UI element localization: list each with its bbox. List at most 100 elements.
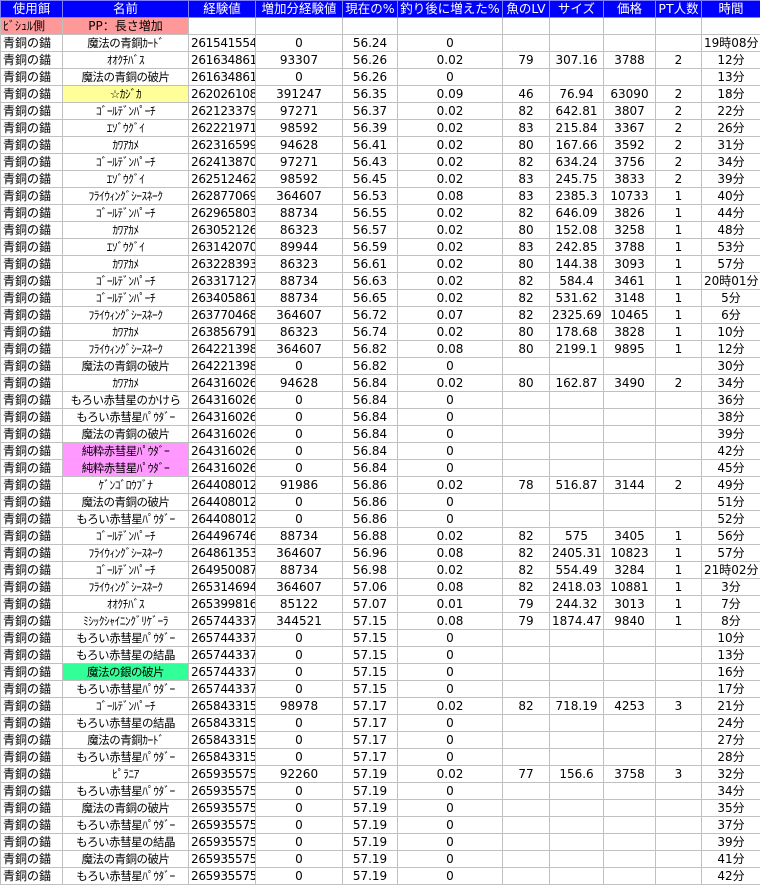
size-cell[interactable] (550, 69, 604, 86)
time-cell[interactable]: 34分 (702, 783, 760, 800)
exp-gain-cell[interactable]: 364607 (256, 341, 343, 358)
exp-cell[interactable]: 265399816 (189, 596, 256, 613)
exp-cell[interactable]: 264316026 (189, 409, 256, 426)
name-cell[interactable]: 魔法の青銅の破片 (63, 69, 189, 86)
pct-gain-cell[interactable]: 0 (398, 851, 503, 868)
exp-gain-cell[interactable]: 0 (256, 409, 343, 426)
anchor-cell[interactable]: 青銅の錨 (1, 545, 63, 562)
name-cell[interactable]: ｺﾞｰﾙﾃﾞﾝﾊﾟｰﾁ (63, 562, 189, 579)
fish-lv-cell[interactable] (503, 664, 550, 681)
price-cell[interactable] (604, 783, 656, 800)
exp-cell[interactable]: 265935575 (189, 766, 256, 783)
exp-cell[interactable]: 263052126 (189, 222, 256, 239)
exp-cell[interactable]: 264861353 (189, 545, 256, 562)
current-pct-cell[interactable]: 56.53 (343, 188, 398, 205)
pct-gain-cell[interactable]: 0.08 (398, 188, 503, 205)
time-cell[interactable]: 40分 (702, 188, 760, 205)
exp-cell[interactable]: 262123379 (189, 103, 256, 120)
pt-count-cell[interactable] (656, 409, 702, 426)
anchor-cell[interactable]: 青銅の錨 (1, 800, 63, 817)
anchor-cell[interactable]: 青銅の錨 (1, 120, 63, 137)
current-pct-cell[interactable]: 56.98 (343, 562, 398, 579)
name-cell[interactable]: もろい赤彗星ﾊﾟｳﾀﾞｰ (63, 681, 189, 698)
size-cell[interactable]: 554.49 (550, 562, 604, 579)
price-cell[interactable] (604, 868, 656, 885)
exp-gain-cell[interactable]: 91986 (256, 477, 343, 494)
name-cell[interactable]: もろい赤彗星ﾊﾟｳﾀﾞｰ (63, 817, 189, 834)
exp-gain-cell[interactable]: 0 (256, 664, 343, 681)
current-pct-cell[interactable]: 56.59 (343, 239, 398, 256)
name-cell[interactable]: もろい赤彗星ﾊﾟｳﾀﾞｰ (63, 783, 189, 800)
fish-lv-cell[interactable]: 80 (503, 137, 550, 154)
size-cell[interactable] (550, 868, 604, 885)
time-cell[interactable]: 42分 (702, 868, 760, 885)
exp-gain-cell[interactable]: 97271 (256, 154, 343, 171)
fish-lv-cell[interactable]: 82 (503, 562, 550, 579)
fish-lv-cell[interactable]: 78 (503, 477, 550, 494)
current-pct-cell[interactable]: 56.55 (343, 205, 398, 222)
pt-count-cell[interactable] (656, 732, 702, 749)
time-cell[interactable]: 39分 (702, 426, 760, 443)
pt-count-cell[interactable]: 2 (656, 86, 702, 103)
fish-lv-cell[interactable] (503, 511, 550, 528)
size-cell[interactable] (550, 443, 604, 460)
size-cell[interactable] (550, 681, 604, 698)
price-cell[interactable] (604, 800, 656, 817)
pt-count-cell[interactable] (656, 647, 702, 664)
price-cell[interactable]: 10881 (604, 579, 656, 596)
price-cell[interactable]: 3833 (604, 171, 656, 188)
pct-gain-cell[interactable]: 0.02 (398, 698, 503, 715)
pct-gain-cell[interactable]: 0.01 (398, 596, 503, 613)
time-cell[interactable]: 8分 (702, 613, 760, 630)
pt-count-cell[interactable]: 1 (656, 205, 702, 222)
pt-count-cell[interactable] (656, 749, 702, 766)
name-cell[interactable]: もろい赤彗星のかけら (63, 392, 189, 409)
exp-gain-cell[interactable]: 94628 (256, 137, 343, 154)
current-pct-cell[interactable]: 57.17 (343, 698, 398, 715)
exp-cell[interactable]: 265935575 (189, 851, 256, 868)
time-cell[interactable]: 24分 (702, 715, 760, 732)
pt-count-cell[interactable] (656, 783, 702, 800)
name-cell[interactable]: もろい赤彗星ﾊﾟｳﾀﾞｰ (63, 409, 189, 426)
time-cell[interactable]: 7分 (702, 596, 760, 613)
price-cell[interactable]: 3258 (604, 222, 656, 239)
name-cell[interactable]: ﾌﾗｲｳｨﾝｸﾞｼｰｽﾈｰｸ (63, 188, 189, 205)
exp-cell[interactable]: 262413870 (189, 154, 256, 171)
current-pct-cell[interactable]: 56.26 (343, 69, 398, 86)
price-cell[interactable] (604, 834, 656, 851)
current-pct-cell[interactable]: 56.84 (343, 409, 398, 426)
price-cell[interactable]: 3592 (604, 137, 656, 154)
name-cell[interactable]: もろい赤彗星ﾊﾟｳﾀﾞｰ (63, 749, 189, 766)
name-cell[interactable]: 魔法の青銅の破片 (63, 494, 189, 511)
size-cell[interactable] (550, 35, 604, 52)
exp-cell[interactable]: 264408012 (189, 477, 256, 494)
time-cell[interactable]: 6分 (702, 307, 760, 324)
current-pct-cell[interactable]: 56.84 (343, 426, 398, 443)
anchor-cell[interactable]: 青銅の錨 (1, 273, 63, 290)
anchor-cell[interactable]: 青銅の錨 (1, 477, 63, 494)
name-cell[interactable]: 純粋赤彗星ﾊﾟｳﾀﾞｰ (63, 460, 189, 477)
size-cell[interactable] (550, 783, 604, 800)
price-cell[interactable]: 3405 (604, 528, 656, 545)
anchor-cell[interactable]: 青銅の錨 (1, 256, 63, 273)
price-cell[interactable]: 3093 (604, 256, 656, 273)
exp-cell[interactable]: 262221971 (189, 120, 256, 137)
pt-count-cell[interactable]: 1 (656, 324, 702, 341)
exp-cell[interactable]: 265935575 (189, 800, 256, 817)
exp-gain-cell[interactable]: 88734 (256, 290, 343, 307)
pt-count-cell[interactable]: 1 (656, 528, 702, 545)
size-cell[interactable] (550, 749, 604, 766)
name-cell[interactable]: ｴｿﾞｳｸﾞｲ (63, 120, 189, 137)
current-pct-cell[interactable]: 57.19 (343, 868, 398, 885)
anchor-cell[interactable]: 青銅の錨 (1, 511, 63, 528)
size-cell[interactable] (550, 647, 604, 664)
cell[interactable] (550, 18, 604, 35)
size-cell[interactable] (550, 851, 604, 868)
fish-lv-cell[interactable] (503, 35, 550, 52)
current-pct-cell[interactable]: 57.19 (343, 766, 398, 783)
exp-gain-cell[interactable]: 88734 (256, 205, 343, 222)
time-cell[interactable]: 28分 (702, 749, 760, 766)
time-cell[interactable]: 5分 (702, 290, 760, 307)
time-cell[interactable]: 16分 (702, 664, 760, 681)
anchor-cell[interactable]: 青銅の錨 (1, 664, 63, 681)
